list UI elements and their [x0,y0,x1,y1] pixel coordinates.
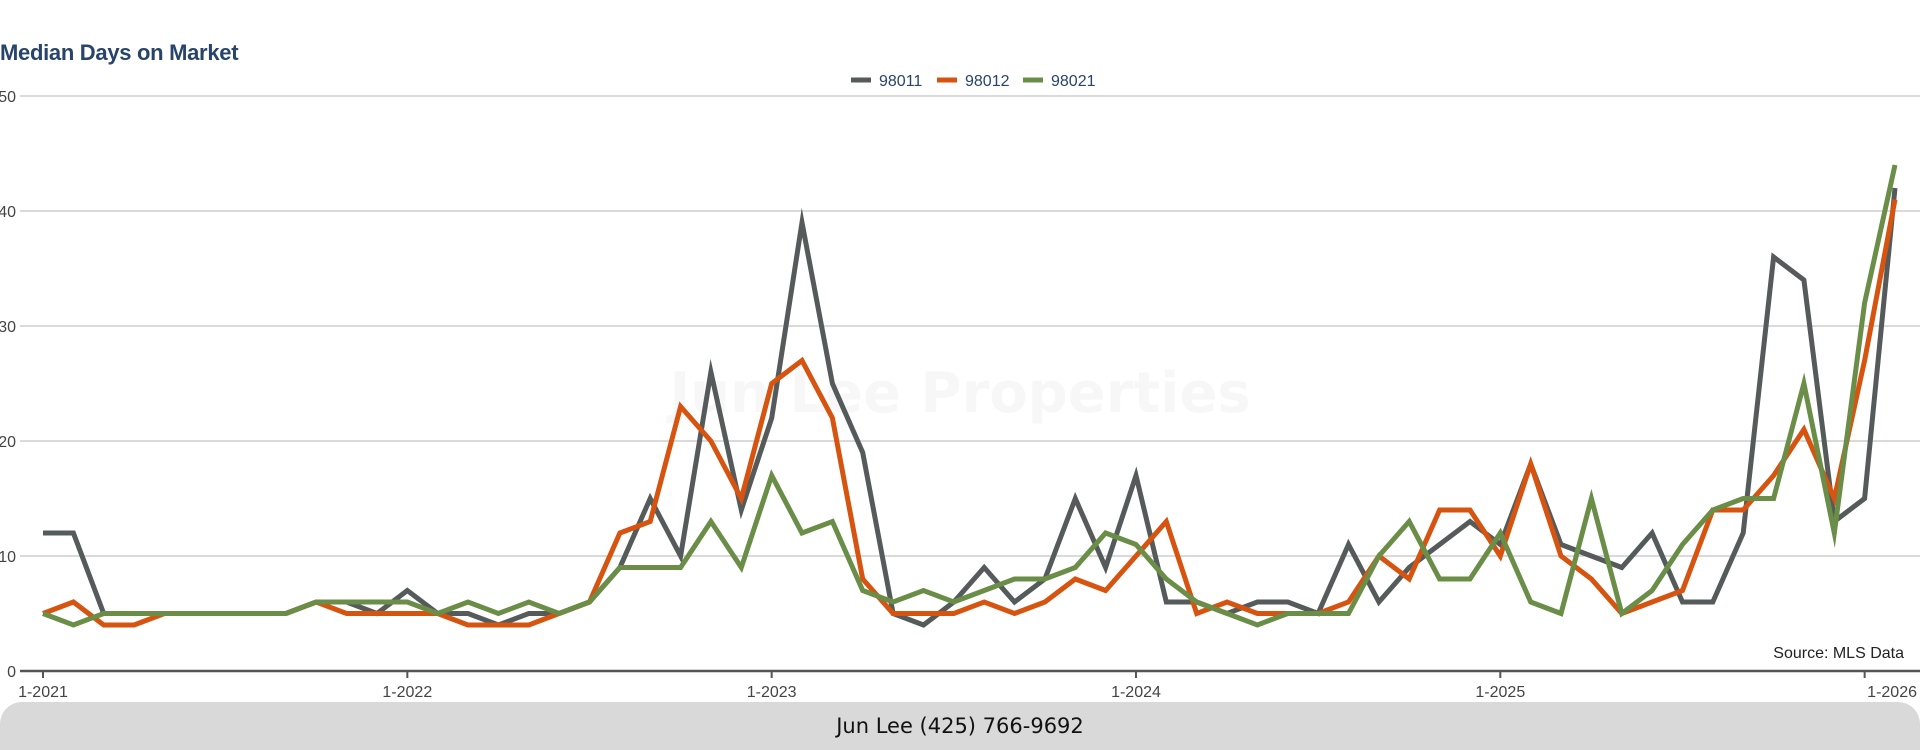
y-tick-label: 10 [0,549,16,566]
series-line-98021 [42,164,1898,628]
x-axis-ticks: 1-2021 1-2022 1-2023 1-2024 1-2025 1-2026 [18,671,1917,701]
x-tick-label: 1-2021 [18,684,68,701]
x-tick-label: 1-2025 [1475,684,1525,701]
chart-title: Median Days on Market [0,40,239,65]
y-axis-ticks: 0 10 20 30 40 50 [0,89,16,681]
y-tick-label: 30 [0,319,16,336]
series-line-98012 [42,199,1898,628]
y-tick-label: 20 [0,434,16,451]
watermark: Jun Lee Properties [665,361,1250,426]
x-tick-label: 1-2024 [1111,684,1161,701]
x-tick-label: 1-2023 [747,684,797,701]
legend: 98011 98012 98021 [851,73,1096,90]
x-tick-label: 1-2026 [1867,684,1917,701]
x-tick-label: 1-2022 [382,684,432,701]
y-tick-label: 50 [0,89,16,106]
y-tick-label: 40 [0,204,16,221]
source-note: Source: MLS Data [1773,645,1904,662]
footer-contact: Jun Lee (425) 766-9692 [836,714,1084,738]
grid-lines [20,95,1920,673]
series-lines [42,164,1898,628]
footer-bar: Jun Lee (425) 766-9692 [0,702,1920,750]
legend-label-98012: 98012 [965,73,1010,90]
legend-label-98021: 98021 [1051,73,1096,90]
legend-label-98011: 98011 [879,73,922,90]
y-tick-label: 0 [7,664,16,681]
